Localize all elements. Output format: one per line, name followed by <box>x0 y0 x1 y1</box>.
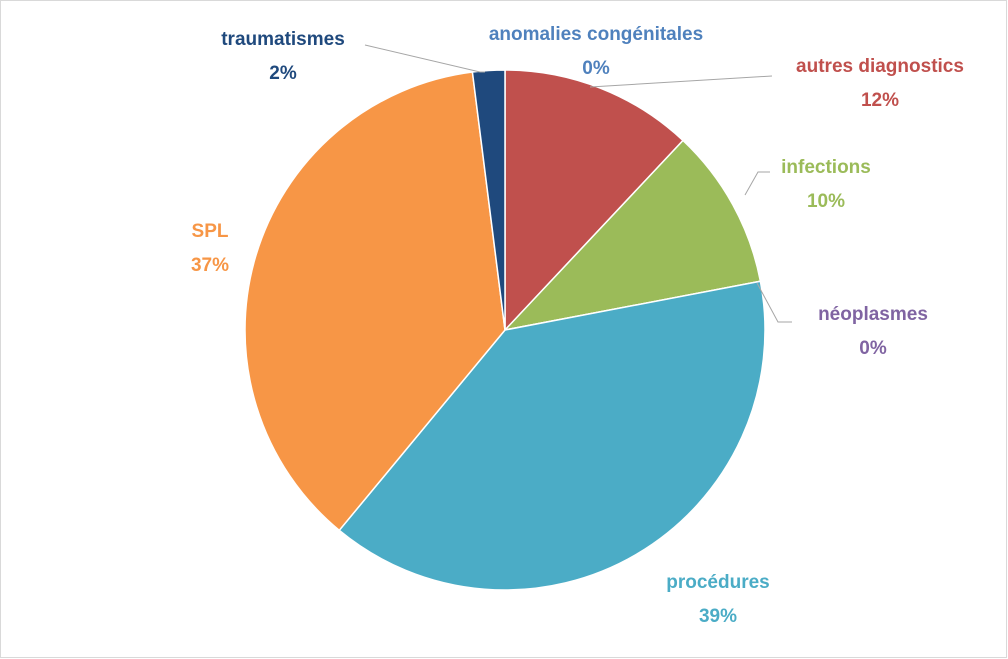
slice-label: néoplasmes <box>818 304 928 325</box>
pie-slice <box>502 139 762 332</box>
slice-label: autres diagnostics <box>796 56 964 77</box>
slice-value-label: 0% <box>582 58 610 79</box>
slice-value-label: 37% <box>191 255 229 276</box>
slice-value-label: 12% <box>861 90 899 111</box>
pie-slice <box>504 69 685 332</box>
slice-value-label: 0% <box>859 338 887 359</box>
slice-value-label: 2% <box>269 63 297 84</box>
slice-label: procédures <box>666 572 769 593</box>
slice-value-label: 10% <box>807 191 845 212</box>
leader-line <box>364 44 485 73</box>
slice-label: infections <box>781 157 871 178</box>
leader-line <box>744 171 770 196</box>
pie-slice <box>471 69 506 331</box>
slice-label: SPL <box>192 221 229 242</box>
pie-slice <box>338 280 766 591</box>
leader-line <box>756 282 792 323</box>
slice-label: traumatismes <box>221 29 345 50</box>
leader-line <box>589 75 773 88</box>
pie-slice <box>244 71 506 532</box>
slice-value-label: 39% <box>699 606 737 627</box>
slice-label: anomalies congénitales <box>489 24 703 45</box>
